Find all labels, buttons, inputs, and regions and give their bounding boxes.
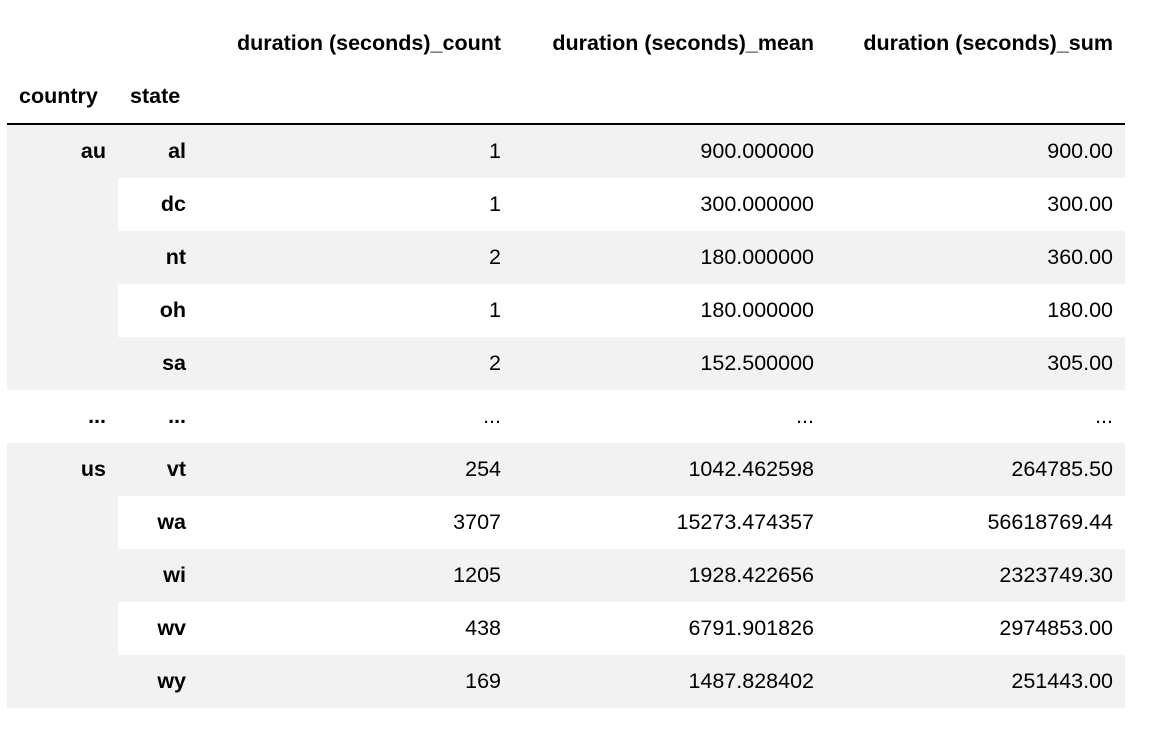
cell-count: 169 <box>198 655 513 708</box>
table-row: au al 1 900.000000 900.00 <box>7 124 1125 390</box>
cell-count: 1 <box>198 178 513 231</box>
cell-sum: 305.00 <box>826 337 1125 390</box>
cell-mean: 180.000000 <box>513 231 826 284</box>
cell-mean: 900.000000 <box>513 124 826 178</box>
cell-sum: 180.00 <box>826 284 1125 337</box>
cell-mean: 15273.474357 <box>513 496 826 549</box>
column-header-mean: duration (seconds)_mean <box>552 30 814 55</box>
table-row: nt 2 180.000000 360.00 <box>7 231 1125 284</box>
table-body: au al 1 900.000000 900.00 dc 1 300.00000… <box>7 124 1125 708</box>
column-header-count: duration (seconds)_count <box>237 30 501 55</box>
ellipsis-cell: ... <box>7 390 118 443</box>
cell-mean: 1487.828402 <box>513 655 826 708</box>
column-header-sum: duration (seconds)_sum <box>863 30 1113 55</box>
index-state: dc <box>118 178 198 231</box>
index-state: al <box>118 124 198 178</box>
header-blank <box>198 70 513 125</box>
cell-mean: 1928.422656 <box>513 549 826 602</box>
table-row: wi 1205 1928.422656 2323749.30 <box>7 549 1125 602</box>
index-country: us <box>7 443 118 708</box>
table-header: duration (seconds)_count duration (secon… <box>7 17 1125 125</box>
cell-mean: 6791.901826 <box>513 602 826 655</box>
table-row: sa 2 152.500000 305.00 <box>7 337 1125 390</box>
cell-count: 3707 <box>198 496 513 549</box>
table-row: wy 169 1487.828402 251443.00 <box>7 655 1125 708</box>
cell-sum: 264785.50 <box>826 443 1125 496</box>
dataframe-table: duration (seconds)_count duration (secon… <box>7 17 1125 708</box>
index-state: wa <box>118 496 198 549</box>
cell-mean: 1042.462598 <box>513 443 826 496</box>
cell-sum: 360.00 <box>826 231 1125 284</box>
header-blank <box>118 17 198 70</box>
header-blank <box>7 17 118 70</box>
cell-count: 1 <box>198 124 513 178</box>
header-blank <box>513 70 826 125</box>
cell-mean: 180.000000 <box>513 284 826 337</box>
cell-mean: 152.500000 <box>513 337 826 390</box>
index-name-country: country <box>7 70 118 125</box>
index-state: wy <box>118 655 198 708</box>
cell-count: 1205 <box>198 549 513 602</box>
column-header-row: duration (seconds)_count duration (secon… <box>7 17 1125 70</box>
cell-count: 254 <box>198 443 513 496</box>
cell-sum: 56618769.44 <box>826 496 1125 549</box>
index-state: sa <box>118 337 198 390</box>
index-state: wi <box>118 549 198 602</box>
index-name-state: state <box>118 70 198 125</box>
ellipsis-row: ... ... ... ... ... <box>7 390 1125 443</box>
ellipsis-cell: ... <box>198 390 513 443</box>
index-state: oh <box>118 284 198 337</box>
index-state: vt <box>118 443 198 496</box>
cell-count: 2 <box>198 231 513 284</box>
table-row: wv 438 6791.901826 2974853.00 <box>7 602 1125 655</box>
index-name-row: country state <box>7 70 1125 125</box>
index-country: au <box>7 124 118 390</box>
cell-sum: 2323749.30 <box>826 549 1125 602</box>
cell-sum: 900.00 <box>826 124 1125 178</box>
cell-count: 438 <box>198 602 513 655</box>
table-row: oh 1 180.000000 180.00 <box>7 284 1125 337</box>
ellipsis-cell: ... <box>513 390 826 443</box>
index-state: wv <box>118 602 198 655</box>
cell-count: 2 <box>198 337 513 390</box>
table-row: dc 1 300.000000 300.00 <box>7 178 1125 231</box>
cell-mean: 300.000000 <box>513 178 826 231</box>
cell-sum: 251443.00 <box>826 655 1125 708</box>
cell-sum: 2974853.00 <box>826 602 1125 655</box>
table-row: us vt 254 1042.462598 264785.50 <box>7 443 1125 708</box>
table-row: wa 3707 15273.474357 56618769.44 <box>7 496 1125 549</box>
ellipsis-cell: ... <box>118 390 198 443</box>
header-blank <box>826 70 1125 125</box>
cell-sum: 300.00 <box>826 178 1125 231</box>
cell-count: 1 <box>198 284 513 337</box>
dataframe-output: duration (seconds)_count duration (secon… <box>7 17 1125 708</box>
index-state: nt <box>118 231 198 284</box>
ellipsis-cell: ... <box>826 390 1125 443</box>
